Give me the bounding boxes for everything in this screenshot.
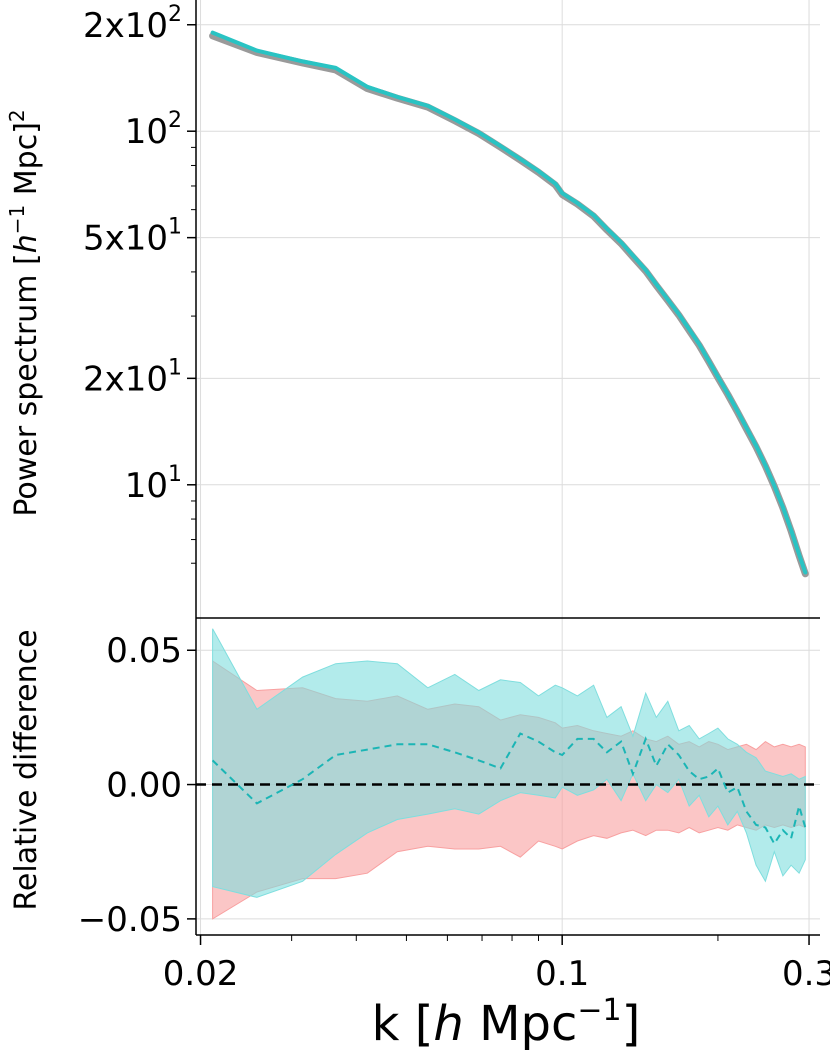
model-spectrum-line xyxy=(210,30,808,575)
bottom-ticks: 0.02 0.1 0.3 0.05 0.00 −0.05 xyxy=(78,631,830,994)
reference-spectrum-line xyxy=(209,32,809,578)
top-grid xyxy=(196,0,820,618)
bottom-y-tick-label: 0.05 xyxy=(106,631,182,671)
top-y-tick-label: 2x102 xyxy=(83,2,182,46)
bottom-y-tick-label: 0.00 xyxy=(106,766,182,806)
bottom-y-axis-label: Relative difference xyxy=(9,629,44,910)
top-y-tick-label: 5x101 xyxy=(83,215,182,259)
model-error-band xyxy=(212,628,806,898)
power-spectrum-panel: 2x102 102 5x101 2x101 101 xyxy=(83,0,820,618)
top-y-axis-label: Power spectrum [h−1 Mpc]2 xyxy=(5,109,44,516)
x-tick-label: 0.1 xyxy=(535,954,589,994)
top-y-tick-label: 102 xyxy=(125,108,182,152)
x-tick-label: 0.02 xyxy=(163,954,239,994)
axes-frame xyxy=(195,0,820,936)
relative-difference-panel: 0.02 0.1 0.3 0.05 0.00 −0.05 xyxy=(78,618,830,994)
bottom-series xyxy=(196,732,820,846)
top-series xyxy=(209,30,809,578)
x-tick-label: 0.3 xyxy=(782,954,830,994)
top-y-tick-label: 101 xyxy=(125,462,182,506)
top-y-tick-label: 2x101 xyxy=(83,355,182,399)
bottom-bands xyxy=(212,628,806,920)
top-y-ticks: 2x102 102 5x101 2x101 101 xyxy=(83,2,196,564)
relative-difference-line xyxy=(211,732,807,846)
bottom-y-tick-label: −0.05 xyxy=(78,900,182,940)
x-axis-label: k [h Mpc−1] xyxy=(372,993,641,1052)
